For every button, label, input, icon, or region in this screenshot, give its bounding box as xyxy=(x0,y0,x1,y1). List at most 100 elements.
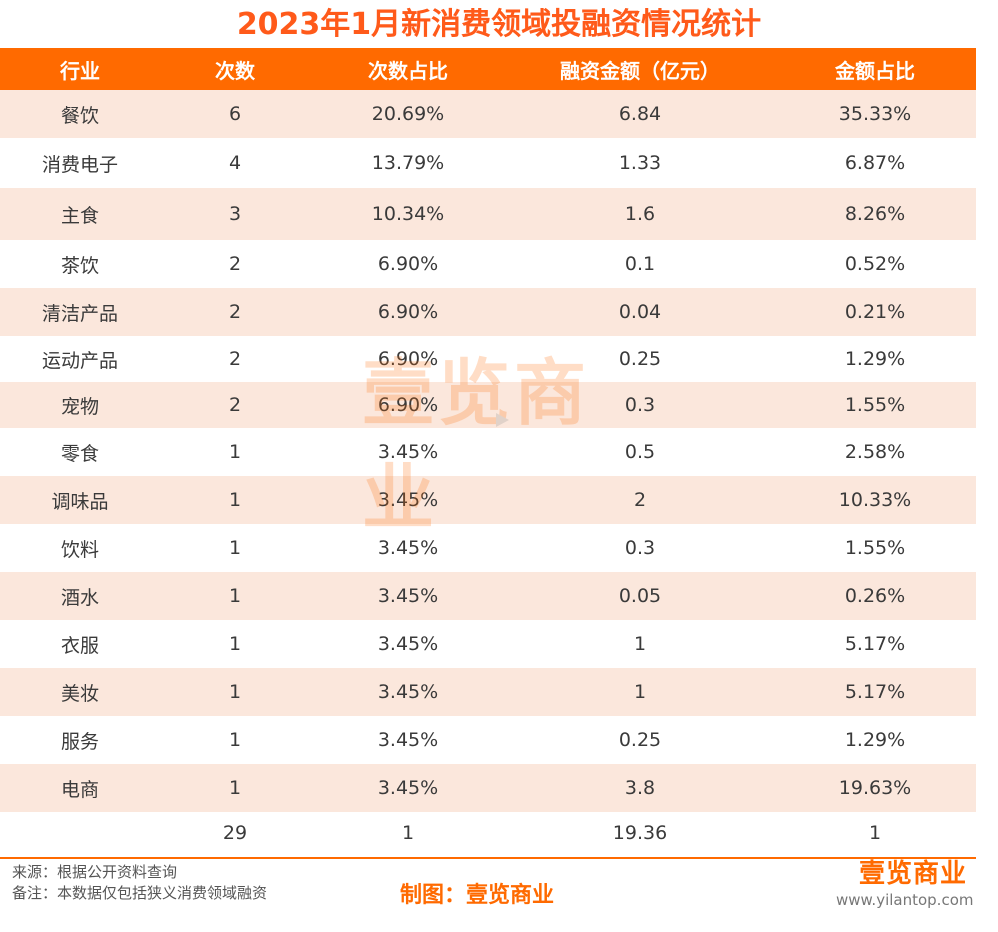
cell-industry: 美妆 xyxy=(60,682,99,705)
cell-industry: 电商 xyxy=(60,778,99,801)
cell-industry: 消费电子 xyxy=(41,153,118,176)
cell-amount-share: 2.58% xyxy=(844,441,906,463)
cell-count-share: 3.45% xyxy=(377,441,439,463)
cell-amount-share: 35.33% xyxy=(838,103,912,125)
total-count: 29 xyxy=(222,822,248,844)
cell-count-share: 6.90% xyxy=(377,253,439,275)
chart-credit: 制图：壹览商业 xyxy=(400,883,555,908)
remark-note: 备注：本数据仅包括狭义消费领域融资 xyxy=(12,884,268,902)
table-row: 调味品 1 3.45% 2 10.33% xyxy=(0,476,976,524)
footer-notes: 来源：根据公开资料查询 备注：本数据仅包括狭义消费领域融资 xyxy=(12,862,267,904)
table-body: 餐饮 6 20.69% 6.84 35.33% 消费电子 4 13.79% 1.33 6.87% 主… xyxy=(0,90,976,812)
cell-count: 4 xyxy=(228,152,242,174)
table-row: 茶饮 2 6.90% 0.1 0.52% xyxy=(0,240,976,288)
cell-count-share: 3.45% xyxy=(377,585,439,607)
table-row: 美妆 1 3.45% 1 5.17% xyxy=(0,668,976,716)
table-row: 餐饮 6 20.69% 6.84 35.33% xyxy=(0,90,976,138)
cell-amount: 0.5 xyxy=(624,441,656,463)
cell-industry: 酒水 xyxy=(60,586,99,609)
cell-count: 3 xyxy=(228,203,242,225)
table-header-row: 行业 次数 次数占比 融资金额（亿元） 金额占比 xyxy=(0,48,976,90)
cell-count: 1 xyxy=(228,489,242,511)
cell-count: 1 xyxy=(228,777,242,799)
cell-count: 6 xyxy=(228,103,242,125)
cell-amount-share: 0.26% xyxy=(844,585,906,607)
header-amount: 融资金额（亿元） xyxy=(560,58,720,83)
cell-amount: 1 xyxy=(633,681,647,703)
table-total-row: 29 1 19.36 1 xyxy=(0,812,976,854)
cell-amount-share: 5.17% xyxy=(844,681,906,703)
cell-amount-share: 8.26% xyxy=(844,203,906,225)
cell-industry: 衣服 xyxy=(60,634,99,657)
table-row: 衣服 1 3.45% 1 5.17% xyxy=(0,620,976,668)
table-row: 服务 1 3.45% 0.25 1.29% xyxy=(0,716,976,764)
cell-amount-share: 1.29% xyxy=(844,729,906,751)
table-row: 饮料 1 3.45% 0.3 1.55% xyxy=(0,524,976,572)
cell-count: 2 xyxy=(228,301,242,323)
cell-count-share: 3.45% xyxy=(377,729,439,751)
table-row: 酒水 1 3.45% 0.05 0.26% xyxy=(0,572,976,620)
cell-amount-share: 1.55% xyxy=(844,394,906,416)
cell-count: 1 xyxy=(228,633,242,655)
cell-amount: 0.25 xyxy=(618,348,662,370)
cell-industry: 服务 xyxy=(60,730,99,753)
cell-amount-share: 0.21% xyxy=(844,301,906,323)
table-row: 主食 3 10.34% 1.6 8.26% xyxy=(0,188,976,240)
cell-amount: 0.1 xyxy=(624,253,656,275)
cell-industry: 饮料 xyxy=(60,538,99,561)
cell-count: 1 xyxy=(228,681,242,703)
cell-amount: 0.05 xyxy=(618,585,662,607)
cell-count-share: 3.45% xyxy=(377,777,439,799)
cell-count: 1 xyxy=(228,729,242,751)
table-row: 消费电子 4 13.79% 1.33 6.87% xyxy=(0,138,976,188)
header-count: 次数 xyxy=(215,58,255,83)
header-amount-share: 金额占比 xyxy=(835,58,915,83)
source-note: 来源：根据公开资料查询 xyxy=(12,863,178,881)
cell-amount: 0.3 xyxy=(624,537,656,559)
cell-count: 2 xyxy=(228,394,242,416)
cell-count: 2 xyxy=(228,348,242,370)
cell-industry: 宠物 xyxy=(60,395,99,418)
brand-url: www.yilantop.com xyxy=(836,891,974,909)
cell-count-share: 3.45% xyxy=(377,537,439,559)
cell-industry: 主食 xyxy=(60,204,99,227)
table-row: 清洁产品 2 6.90% 0.04 0.21% xyxy=(0,288,976,336)
cell-count-share: 20.69% xyxy=(371,103,445,125)
cell-industry: 运动产品 xyxy=(41,349,118,372)
cell-amount-share: 19.63% xyxy=(838,777,912,799)
chart-title: 2023年1月新消费领域投融资情况统计 xyxy=(236,7,762,42)
cell-count-share: 6.90% xyxy=(377,394,439,416)
cell-industry: 茶饮 xyxy=(60,254,99,277)
cell-amount: 0.25 xyxy=(618,729,662,751)
header-count-share: 次数占比 xyxy=(368,58,448,83)
cell-amount: 1 xyxy=(633,633,647,655)
cell-amount: 0.3 xyxy=(624,394,656,416)
header-industry: 行业 xyxy=(60,58,100,83)
cell-industry: 餐饮 xyxy=(60,104,99,127)
cell-amount: 0.04 xyxy=(618,301,662,323)
cell-count-share: 10.34% xyxy=(371,203,445,225)
cell-count-share: 3.45% xyxy=(377,633,439,655)
cell-amount: 6.84 xyxy=(618,103,662,125)
cell-count: 1 xyxy=(228,537,242,559)
cell-amount-share: 6.87% xyxy=(844,152,906,174)
cell-industry: 清洁产品 xyxy=(41,302,118,325)
cell-amount: 1.33 xyxy=(618,152,662,174)
cell-amount: 1.6 xyxy=(624,203,656,225)
brand-logo: 壹览商业 www.yilantop.com xyxy=(836,857,974,909)
total-label xyxy=(0,812,160,854)
total-count-share: 1 xyxy=(401,822,415,844)
cell-amount-share: 0.52% xyxy=(844,253,906,275)
cell-industry: 调味品 xyxy=(51,490,109,513)
brand-mark: 壹览商业 xyxy=(858,859,967,889)
total-amount: 19.36 xyxy=(612,822,668,844)
footer-divider xyxy=(0,857,976,859)
cell-amount: 3.8 xyxy=(624,777,656,799)
cell-count-share: 3.45% xyxy=(377,681,439,703)
financing-table: 行业 次数 次数占比 融资金额（亿元） 金额占比 餐饮 6 20.69% 6.84 35… xyxy=(0,48,976,854)
cell-count: 2 xyxy=(228,253,242,275)
table-row: 宠物 2 6.90% 0.3 1.55% xyxy=(0,382,976,428)
cell-count: 1 xyxy=(228,585,242,607)
cell-count: 1 xyxy=(228,441,242,463)
cell-count-share: 3.45% xyxy=(377,489,439,511)
